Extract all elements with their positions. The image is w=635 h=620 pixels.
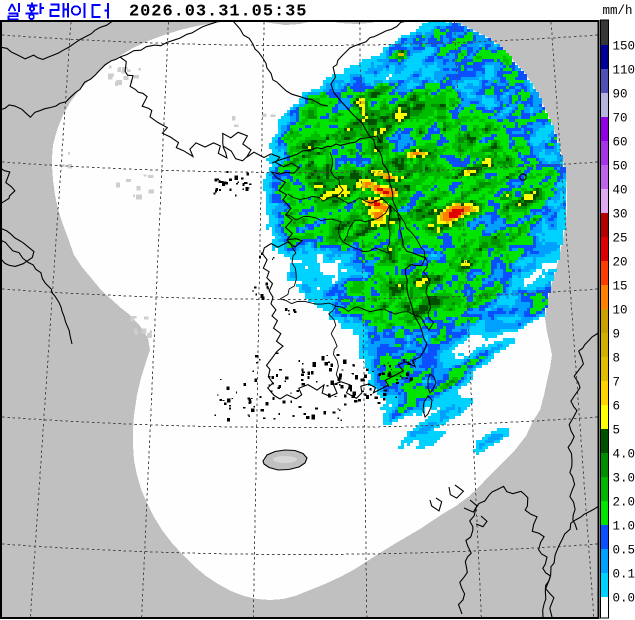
svg-text:150: 150 bbox=[613, 40, 635, 54]
svg-text:10: 10 bbox=[613, 304, 628, 318]
svg-text:20: 20 bbox=[613, 256, 628, 270]
svg-text:mm/h: mm/h bbox=[603, 4, 633, 18]
svg-text:2026.03.31.05:35: 2026.03.31.05:35 bbox=[129, 3, 307, 22]
svg-text:7: 7 bbox=[613, 376, 621, 390]
svg-text:3.0: 3.0 bbox=[613, 472, 635, 486]
svg-text:25: 25 bbox=[613, 232, 628, 246]
svg-text:110: 110 bbox=[613, 64, 635, 78]
svg-text:15: 15 bbox=[613, 280, 628, 294]
svg-text:30: 30 bbox=[613, 208, 628, 222]
svg-text:0.5: 0.5 bbox=[613, 544, 635, 558]
svg-text:60: 60 bbox=[613, 136, 628, 150]
svg-text:50: 50 bbox=[613, 160, 628, 174]
svg-text:2.0: 2.0 bbox=[613, 496, 635, 510]
svg-text:0.1: 0.1 bbox=[613, 568, 635, 582]
svg-text:5: 5 bbox=[613, 424, 621, 438]
svg-text:6: 6 bbox=[613, 400, 621, 414]
svg-text:1.0: 1.0 bbox=[613, 520, 635, 534]
svg-text:9: 9 bbox=[613, 328, 621, 342]
svg-text:70: 70 bbox=[613, 112, 628, 126]
svg-text:40: 40 bbox=[613, 184, 628, 198]
svg-text:90: 90 bbox=[613, 88, 628, 102]
svg-text:0.0: 0.0 bbox=[613, 592, 635, 606]
svg-text:8: 8 bbox=[613, 352, 621, 366]
svg-text:4.0: 4.0 bbox=[613, 448, 635, 462]
